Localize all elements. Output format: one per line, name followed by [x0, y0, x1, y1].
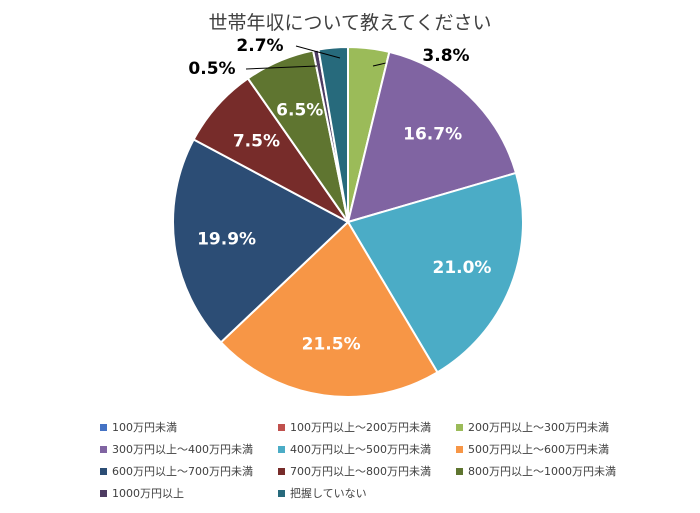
legend-swatch	[456, 467, 463, 475]
legend-label: 700万円以上～800万円未満	[290, 465, 431, 478]
data-label: 19.9%	[197, 229, 256, 249]
data-label: 21.0%	[432, 258, 491, 278]
legend-label: 1000万円以上	[112, 487, 184, 500]
legend-swatch	[100, 489, 107, 497]
legend-swatch	[456, 423, 463, 431]
legend-item: 100万円以上～200万円未満	[278, 418, 448, 436]
data-label: 7.5%	[233, 132, 280, 152]
data-label: 3.8%	[422, 46, 469, 66]
data-label: 21.5%	[302, 334, 361, 354]
legend-swatch	[278, 445, 285, 453]
legend-label: 500万円以上～600万円未満	[468, 443, 609, 456]
data-label: 16.7%	[403, 124, 462, 144]
legend-label: 100万円未満	[112, 421, 177, 434]
legend-label: 800万円以上～1000万円未満	[468, 465, 616, 478]
data-label: 6.5%	[276, 100, 323, 120]
legend-item: 200万円以上～300万円未満	[456, 418, 656, 436]
legend-item: 300万円以上～400万円未満	[100, 440, 270, 458]
data-label: 2.7%	[236, 36, 283, 56]
legend-swatch	[278, 489, 285, 497]
pie-slice	[317, 45, 349, 223]
legend-label: 400万円以上～500万円未満	[290, 443, 431, 456]
legend-swatch	[278, 467, 285, 475]
legend-item: 700万円以上～800万円未満	[278, 462, 448, 480]
legend-swatch	[278, 423, 285, 431]
data-label: 0.5%	[188, 59, 235, 79]
legend-item: 100万円未満	[100, 418, 270, 436]
legend-item: 400万円以上～500万円未満	[278, 440, 448, 458]
legend-item: 把握していない	[278, 484, 448, 502]
pie-slice	[346, 50, 518, 224]
legend-swatch	[100, 445, 107, 453]
legend-swatch	[456, 445, 463, 453]
legend-label: 300万円以上～400万円未満	[112, 443, 253, 456]
leader-line	[295, 45, 341, 59]
pie-slice	[346, 171, 524, 374]
legend-item: 600万円以上～700万円未満	[100, 462, 270, 480]
legend-label: 600万円以上～700万円未満	[112, 465, 253, 478]
legend-swatch	[100, 467, 107, 475]
legend-swatch	[100, 423, 107, 431]
legend-label: 100万円以上～200万円未満	[290, 421, 431, 434]
chart-title: 世帯年収について教えてください	[208, 12, 492, 34]
legend: 100万円未満 100万円以上～200万円未満 200万円以上～300万円未満 300…	[100, 418, 660, 502]
legend-item: 800万円以上～1000万円未満	[456, 462, 656, 480]
legend-item: 1000万円以上	[100, 484, 270, 502]
pie-slice	[219, 220, 439, 398]
legend-label: 200万円以上～300万円未満	[468, 421, 609, 434]
pie-slice	[172, 138, 350, 344]
leader-line	[245, 65, 318, 70]
legend-item: 500万円以上～600万円未満	[456, 440, 656, 458]
legend-label: 把握していない	[290, 487, 367, 500]
